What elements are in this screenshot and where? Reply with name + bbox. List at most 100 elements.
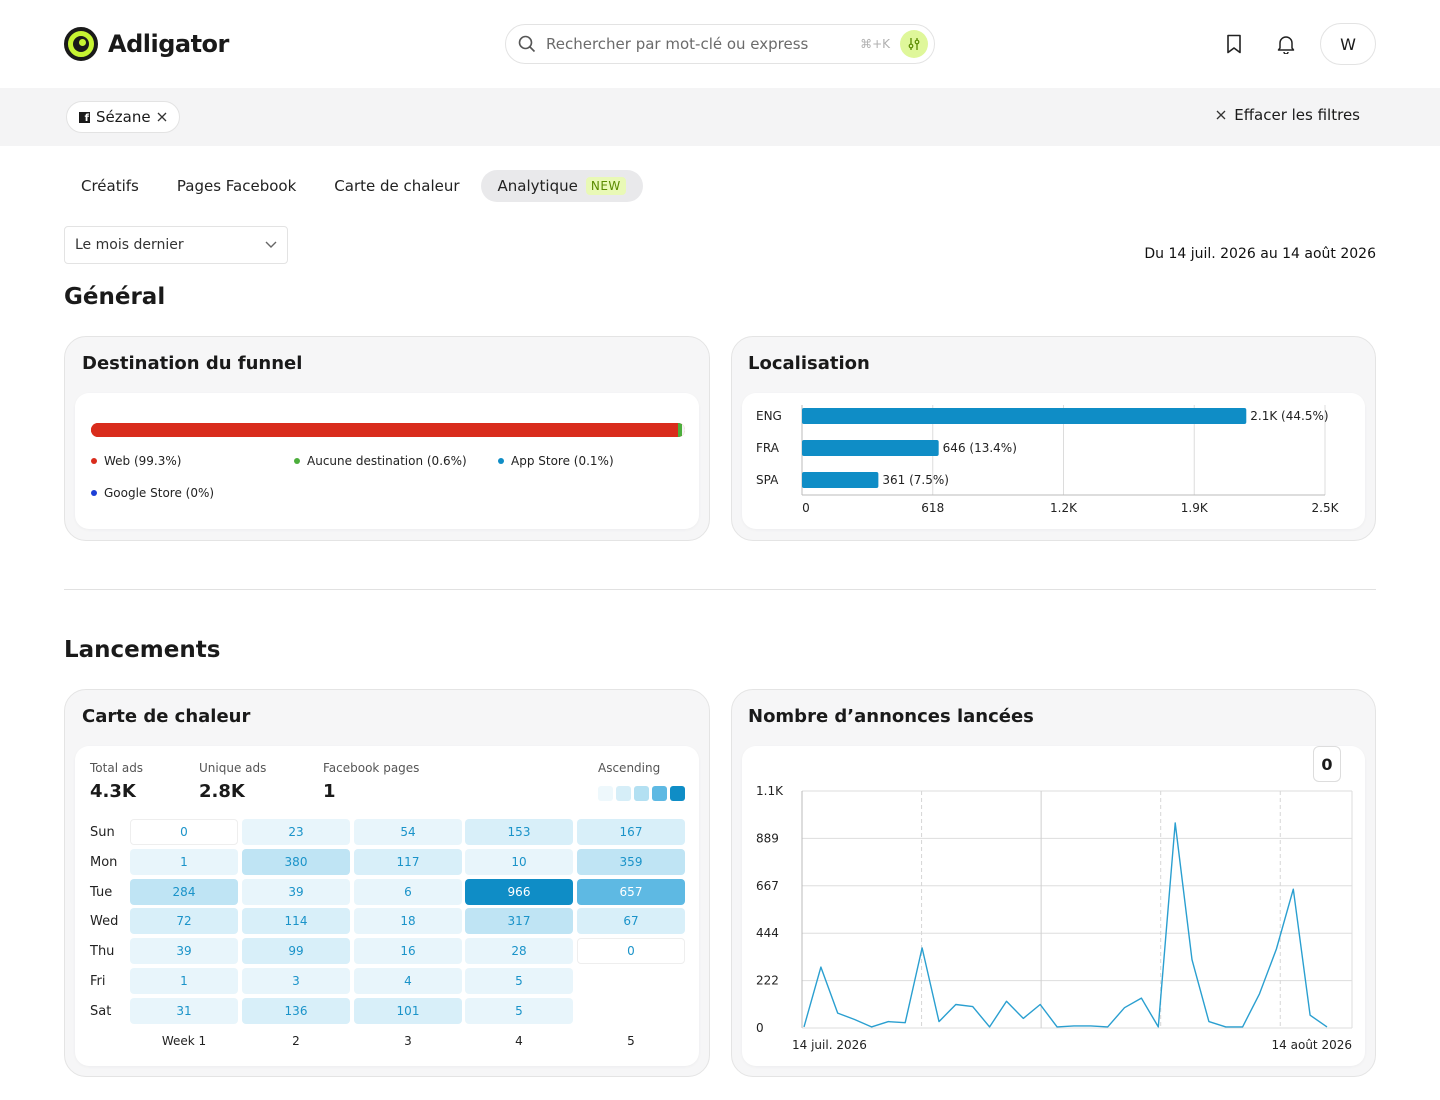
heatmap-cell[interactable]: 18 <box>354 908 462 934</box>
y-tick-label: 444 <box>756 926 779 940</box>
heatmap-cell[interactable]: 28 <box>465 938 573 964</box>
bookmark-button[interactable] <box>1208 23 1260 65</box>
app-name: Adligator <box>108 30 229 58</box>
funnel-segment-appstore <box>682 423 685 437</box>
heatmap-cell[interactable]: 0 <box>577 938 685 964</box>
bar-data-label: 361 (7.5%) <box>882 473 949 487</box>
heatmap-cell[interactable]: 114 <box>242 908 350 934</box>
card-title: Localisation <box>748 353 870 374</box>
heatmap-cell[interactable]: 966 <box>465 879 573 905</box>
funnel-segment-none <box>678 423 682 437</box>
heatmap-cell[interactable]: 136 <box>242 998 350 1024</box>
chevron-down-icon <box>265 241 277 248</box>
heatmap-cell[interactable]: 31 <box>130 998 238 1024</box>
funnel-card: Destination du funnel Web (99.3%) Aucune… <box>64 336 710 541</box>
heatmap-cell[interactable]: 72 <box>130 908 238 934</box>
launches-line-chart: 0 222 444 667 889 1.1K 14 juil. 2026 14 août 20… <box>756 784 1353 1052</box>
location-bar[interactable] <box>802 472 879 488</box>
heatmap-cell[interactable]: 39 <box>242 879 350 905</box>
heatmap-cell[interactable]: 359 <box>577 849 685 875</box>
y-tick-label: 1.1K <box>756 784 784 798</box>
heatmap-cell[interactable]: 317 <box>465 908 573 934</box>
close-icon[interactable] <box>157 112 167 122</box>
heatmap-cell[interactable]: 167 <box>577 819 685 845</box>
heatmap-cell[interactable]: 23 <box>242 819 350 845</box>
tab-label: Analytique <box>497 177 578 195</box>
tab-label: Carte de chaleur <box>334 177 460 195</box>
heatmap-cell[interactable]: 1 <box>130 968 238 994</box>
notifications-button[interactable] <box>1260 23 1312 65</box>
launches-series-line[interactable] <box>803 822 1328 1028</box>
clear-filters-button[interactable]: Effacer les filtres <box>1216 106 1360 124</box>
heatmap-row-label: Fri <box>90 974 106 989</box>
heatmap-cell[interactable]: 117 <box>354 849 462 875</box>
tab-heatmap[interactable]: Carte de chaleur <box>317 170 476 202</box>
legend-label: Aucune destination (0.6%) <box>307 454 467 468</box>
funnel-body: Web (99.3%) Aucune destination (0.6%) Ap… <box>75 393 699 529</box>
y-tick-label: 222 <box>756 974 779 988</box>
heatmap-cell[interactable]: 153 <box>465 819 573 845</box>
legend-dot <box>294 458 300 464</box>
bookmark-icon <box>1227 34 1241 54</box>
view-tabs: Créatifs Pages Facebook Carte de chaleur… <box>64 170 643 202</box>
user-avatar[interactable]: W <box>1320 23 1376 65</box>
heatmap-cell[interactable]: 10 <box>465 849 573 875</box>
heatmap-cell[interactable]: 101 <box>354 998 462 1024</box>
heatmap-cell[interactable]: 4 <box>354 968 462 994</box>
legend-dot <box>498 458 504 464</box>
heatmap-col-label: 3 <box>404 1034 412 1048</box>
location-bar[interactable] <box>802 440 939 456</box>
legend-label: App Store (0.1%) <box>511 454 614 468</box>
heatmap-cell[interactable]: 3 <box>242 968 350 994</box>
heatmap-row-label: Mon <box>90 855 118 870</box>
search-shortcut: ⌘+K <box>860 37 890 51</box>
heatmap-body: Total ads 4.3K Unique ads 2.8K Facebook … <box>75 746 699 1066</box>
heatmap-cell[interactable]: 5 <box>465 998 573 1024</box>
bar-data-label: 646 (13.4%) <box>943 441 1017 455</box>
filter-chip-brand[interactable]: f Sézane <box>66 101 180 133</box>
section-title-launches: Lancements <box>64 637 221 663</box>
x-axis-label-end: 14 août 2026 <box>1272 1038 1352 1052</box>
period-select-value: Le mois dernier <box>75 237 184 253</box>
top-header: Adligator ⌘+K W <box>0 0 1440 88</box>
heatmap-cell[interactable]: 380 <box>242 849 350 875</box>
location-body: 0 618 1.2K 1.9K 2.5K ENG 2.1K (44.5%) FRA 646 (1… <box>742 393 1365 529</box>
reset-zoom-button[interactable]: 0 <box>1313 746 1341 782</box>
scale-label: Ascending <box>598 761 661 775</box>
heatmap-row-label: Wed <box>90 914 119 929</box>
period-select[interactable]: Le mois dernier <box>64 226 288 264</box>
tab-facebook-pages[interactable]: Pages Facebook <box>160 170 313 202</box>
tab-label: Créatifs <box>81 177 139 195</box>
heatmap-cell[interactable]: 1 <box>130 849 238 875</box>
legend-label: Web (99.3%) <box>104 454 182 468</box>
heatmap-cell[interactable]: 657 <box>577 879 685 905</box>
funnel-stacked-bar <box>91 423 685 437</box>
heatmap-cell[interactable]: 99 <box>242 938 350 964</box>
app-logo[interactable]: Adligator <box>64 27 229 61</box>
legend-item: Google Store (0%) <box>91 486 214 500</box>
x-tick-label: 618 <box>921 501 944 515</box>
search-input[interactable] <box>546 35 861 53</box>
heatmap-cell[interactable]: 5 <box>465 968 573 994</box>
heatmap-cell[interactable]: 67 <box>577 908 685 934</box>
x-axis-label-start: 14 juil. 2026 <box>792 1038 867 1052</box>
heatmap-cell[interactable]: 16 <box>354 938 462 964</box>
heatmap-cell[interactable]: 284 <box>130 879 238 905</box>
tab-creatives[interactable]: Créatifs <box>64 170 156 202</box>
heatmap-cell[interactable]: 54 <box>354 819 462 845</box>
location-card: Localisation 0 618 1.2K 1.9K 2.5K ENG 2.1K (44… <box>731 336 1376 541</box>
date-range: Du 14 juil. 2026 au 14 août 2026 <box>1144 246 1376 262</box>
heatmap-cell[interactable]: 39 <box>130 938 238 964</box>
tab-analytics[interactable]: Analytique NEW <box>480 170 643 202</box>
heatmap-row-label: Thu <box>90 944 115 959</box>
location-bar[interactable] <box>802 408 1247 424</box>
search-filter-button[interactable] <box>900 30 928 58</box>
heatmap-cell[interactable]: 6 <box>354 879 462 905</box>
x-tick-label: 0 <box>802 501 810 515</box>
stat-label: Total ads <box>90 761 144 775</box>
sliders-icon <box>908 38 920 50</box>
heatmap-row-label: Tue <box>90 885 113 900</box>
launches-body: 0 222 444 667 889 1.1K 14 juil. 2026 14 août 20… <box>742 746 1365 1066</box>
heatmap-cell[interactable]: 0 <box>130 819 238 845</box>
close-icon <box>1216 110 1226 120</box>
